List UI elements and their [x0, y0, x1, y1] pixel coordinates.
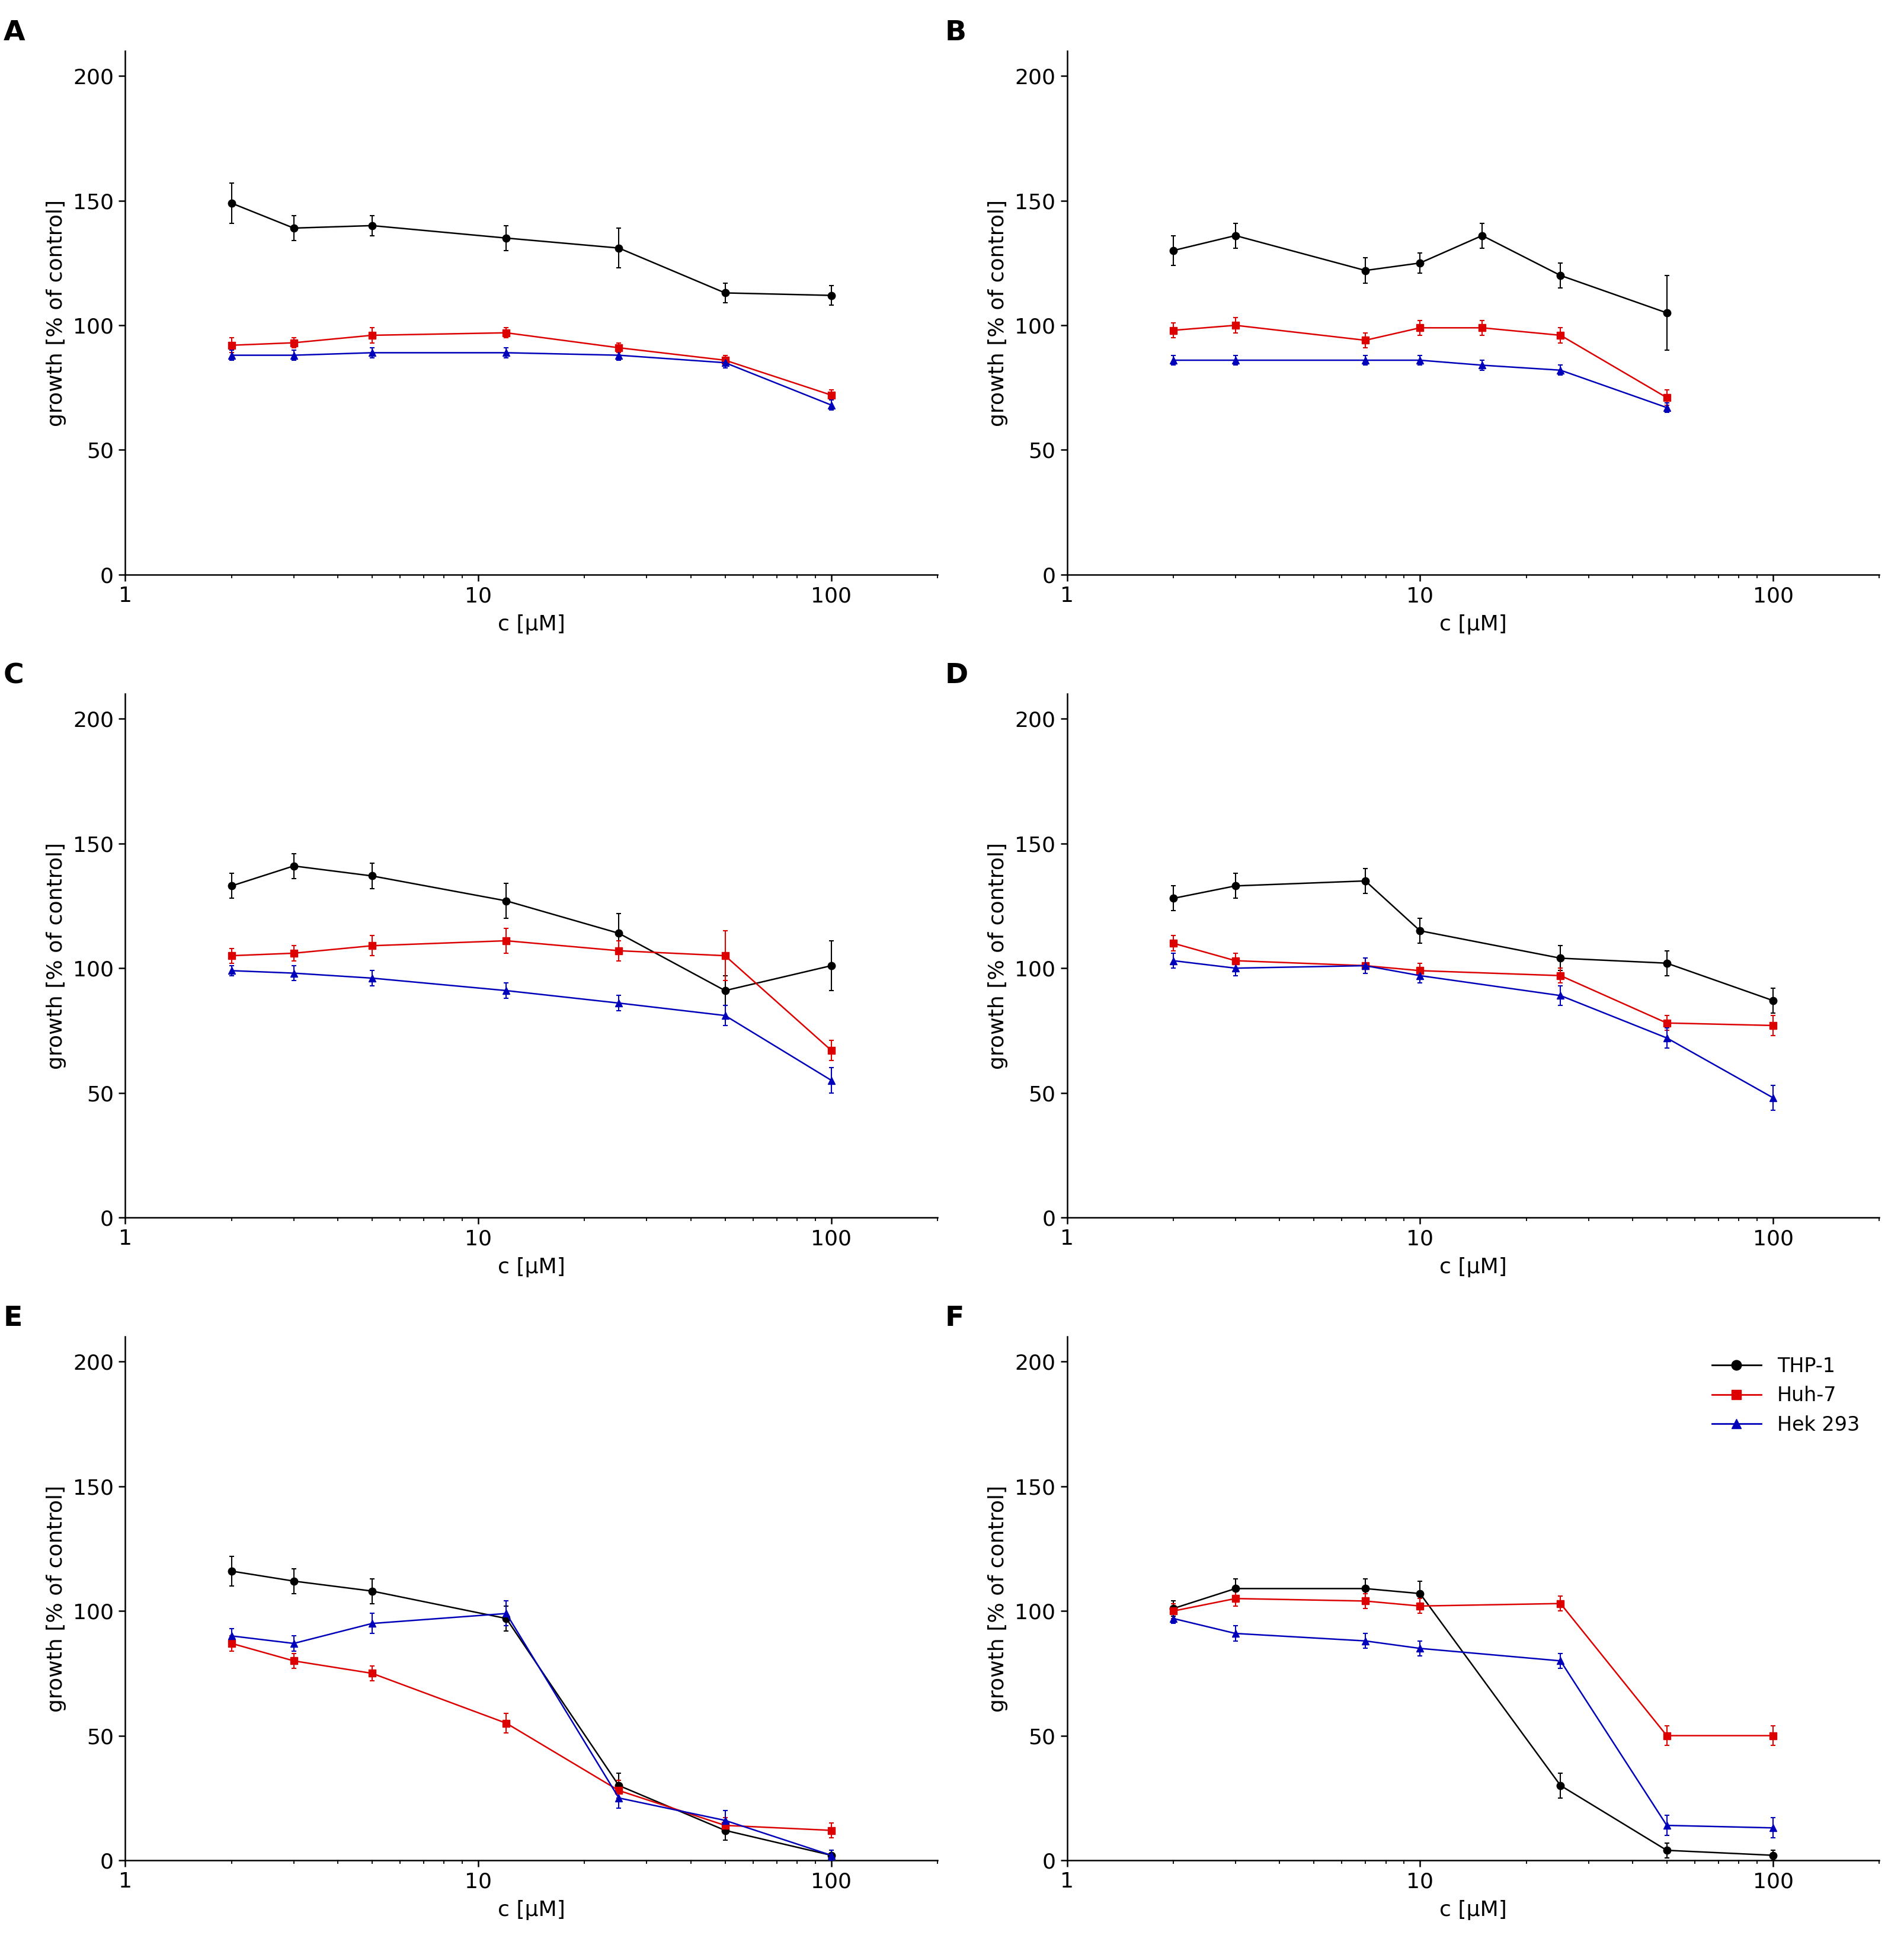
Y-axis label: growth [% of control]: growth [% of control] — [988, 842, 1007, 1070]
Y-axis label: growth [% of control]: growth [% of control] — [988, 1486, 1007, 1712]
Text: D: D — [944, 663, 969, 689]
Y-axis label: growth [% of control]: growth [% of control] — [46, 198, 67, 426]
X-axis label: c [μM]: c [μM] — [497, 1256, 565, 1278]
X-axis label: c [μM]: c [μM] — [497, 615, 565, 634]
Text: E: E — [4, 1305, 23, 1332]
X-axis label: c [μM]: c [μM] — [497, 1900, 565, 1920]
Legend: THP-1, Huh-7, Hek 293: THP-1, Huh-7, Hek 293 — [1702, 1346, 1870, 1445]
X-axis label: c [μM]: c [μM] — [1439, 1900, 1506, 1920]
Text: C: C — [4, 663, 25, 689]
Text: B: B — [944, 19, 967, 47]
X-axis label: c [μM]: c [μM] — [1439, 615, 1506, 634]
Text: F: F — [944, 1305, 963, 1332]
Y-axis label: growth [% of control]: growth [% of control] — [46, 1486, 67, 1712]
Y-axis label: growth [% of control]: growth [% of control] — [46, 842, 67, 1070]
X-axis label: c [μM]: c [μM] — [1439, 1256, 1506, 1278]
Y-axis label: growth [% of control]: growth [% of control] — [988, 198, 1007, 426]
Text: A: A — [4, 19, 25, 47]
